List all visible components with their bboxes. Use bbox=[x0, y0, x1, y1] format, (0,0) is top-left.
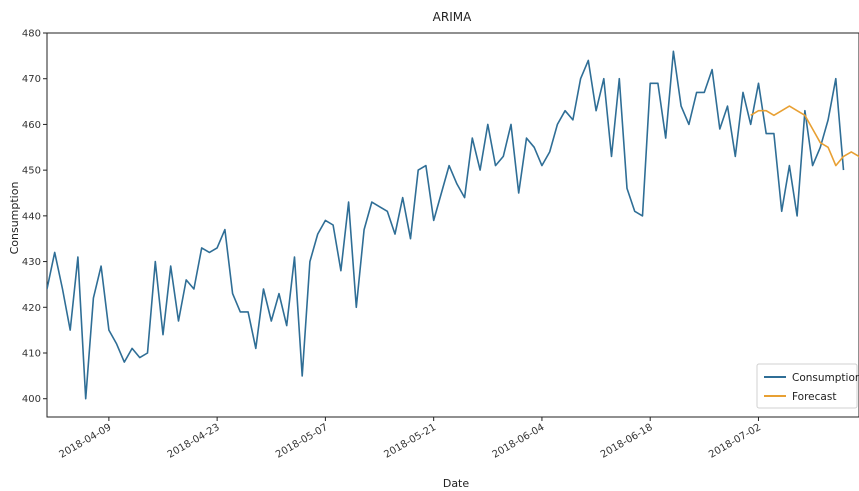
legend: Consumption Forecast bbox=[756, 363, 859, 409]
x-axis-label: Date bbox=[443, 477, 470, 490]
y-tick-label: 470 bbox=[22, 74, 41, 85]
y-tick-label: 460 bbox=[22, 120, 41, 131]
y-tick-label: 420 bbox=[22, 303, 41, 314]
series-line-forecast bbox=[750, 105, 859, 167]
plot-frame bbox=[46, 32, 859, 418]
legend-label-consumption: Consumption bbox=[792, 372, 859, 384]
y-tick-label: 440 bbox=[22, 211, 41, 222]
y-tick-label: 480 bbox=[22, 29, 41, 40]
y-axis-label: Consumption bbox=[8, 182, 21, 255]
x-tick-label: 2018-05-21 bbox=[382, 422, 438, 461]
y-tick-label: 430 bbox=[22, 257, 41, 268]
y-tick-label: 410 bbox=[22, 349, 41, 360]
x-tick-label: 2018-04-23 bbox=[166, 422, 222, 461]
x-tick-label: 2018-05-07 bbox=[274, 422, 330, 461]
x-tick-label: 2018-04-09 bbox=[58, 422, 114, 461]
x-tick-label: 2018-06-04 bbox=[491, 422, 547, 461]
plot-area: 400 410 420 430 440 450 460 470 480 2018-04-09 201… bbox=[22, 29, 859, 461]
y-tick-label: 450 bbox=[22, 166, 41, 177]
x-tick-label: 2018-07-02 bbox=[707, 422, 763, 461]
x-tick-label: 2018-06-18 bbox=[599, 422, 655, 461]
y-tick-label: 400 bbox=[22, 394, 41, 405]
legend-label-forecast: Forecast bbox=[792, 391, 836, 403]
series-line-consumption bbox=[47, 50, 845, 400]
chart-title: ARIMA bbox=[433, 10, 472, 24]
